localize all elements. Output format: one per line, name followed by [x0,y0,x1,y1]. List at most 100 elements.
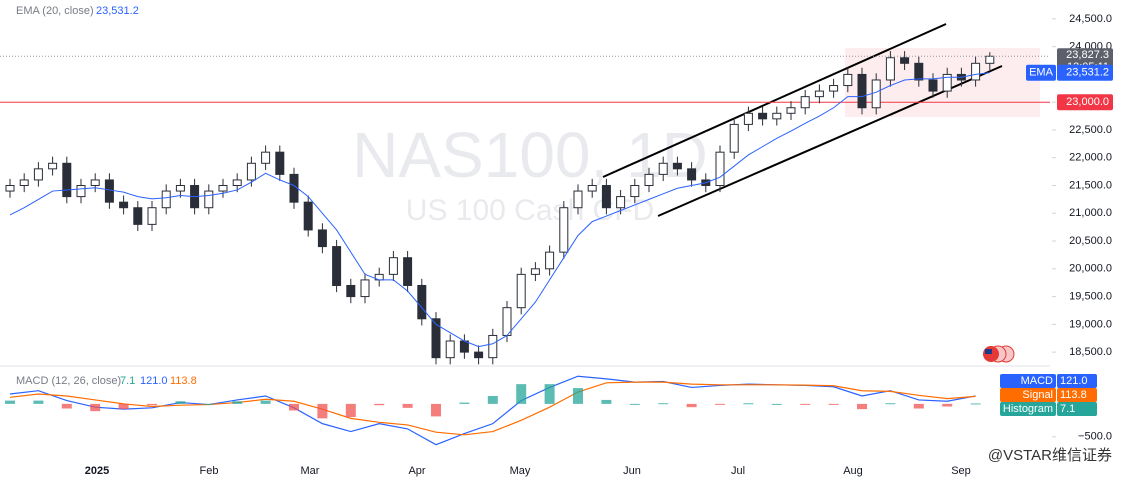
histogram-bar [118,403,129,410]
candle-body [502,307,512,336]
histogram-bar [629,403,640,405]
ema-tag-value: 23,531.2 [1066,67,1109,79]
ema-tag-name: EMA [1029,67,1054,79]
ema-tag-name-box [1026,64,1056,81]
macd-legend-macd: 121.0 [140,375,168,387]
candle-body [474,351,484,359]
series-tag-value: 121.0 [1060,375,1088,387]
candle-body [445,340,455,359]
x-tick-label: 2025 [85,465,109,477]
candle-body [559,207,569,253]
histogram-bar [885,403,896,405]
histogram-bar [715,403,725,405]
y-tick-label: 22,500.0 [1069,124,1112,136]
price-tag-label: 23,000.0 [1066,96,1109,108]
histogram-bar [573,388,583,404]
histogram-bar [147,403,157,406]
histogram-bar [61,403,72,409]
candle-body [772,112,782,120]
y-tick-label: 24,500.0 [1069,13,1112,25]
histogram-bar [601,399,612,404]
histogram-bar [317,403,328,419]
candle-body [573,190,583,209]
histogram-bar [828,403,839,405]
candle-body [33,168,43,181]
histogram-bar [374,403,385,406]
candle-body [232,179,242,186]
histogram-bar [970,403,981,405]
candle-body [530,268,540,275]
histogram-bar [913,403,924,409]
candle-body [814,90,824,98]
candle-body [672,162,682,170]
y-tick-label: −500.0 [1078,431,1112,443]
candle-body [161,190,171,209]
y-tick-label: 22,000.0 [1069,152,1112,164]
candle-body [317,229,327,248]
candle-body [303,201,313,231]
candle-body [175,184,185,192]
y-tick-label: 19,000.0 [1069,318,1112,330]
candle-body [658,162,668,175]
series-tag-name: Signal [1022,389,1053,401]
candle-body [942,73,952,92]
ema-legend: EMA (20, close) [16,5,94,17]
y-tick-label: 20,500.0 [1069,235,1112,247]
histogram-bar [90,403,101,412]
histogram-bar [658,403,669,405]
series-tag-name-box [1000,402,1056,416]
candle-body [275,151,285,175]
histogram-bar [686,403,697,408]
source-watermark: @VSTAR维信证券 [988,447,1112,464]
histogram-bar [459,402,470,404]
macd-legend: MACD (12, 26, close) [16,375,121,387]
histogram-bar [771,403,782,405]
last-price-label: 23,827.3 [1066,49,1109,61]
candle-body [48,162,58,170]
series-tag-name: Histogram [1003,403,1053,415]
candle-body [871,79,881,109]
candle-body [800,96,810,109]
candle-body [246,162,256,181]
candle-body [687,168,697,181]
candle-body [119,201,129,209]
candle-body [346,284,356,298]
candle-body [332,246,342,286]
x-tick-label: Apr [408,465,425,477]
candle-body [5,184,15,192]
candle-body [545,251,555,270]
candle-body [204,190,214,209]
candle-body [261,151,271,164]
series-tag-value: 113.8 [1060,389,1087,401]
macd-line [9,381,976,436]
candle-body [630,184,640,198]
candle-body [104,179,114,203]
candle-body [857,73,867,109]
series-tag-name: MACD [1021,375,1053,387]
candle-body [616,196,626,209]
candle-body [715,151,725,186]
candle-body [133,207,143,225]
x-tick-label: Mar [301,465,320,477]
histogram-bar [5,400,15,404]
y-tick-label: 21,000.0 [1069,207,1112,219]
histogram-bar [431,403,441,417]
macd-legend-signal: 113.8 [170,375,197,387]
candle-body [971,62,981,81]
flag-icon [983,345,1015,363]
histogram-bar [857,403,867,410]
candle-body [644,173,654,186]
candle-body [928,79,938,92]
histogram-bar [402,403,413,408]
candle-body [403,257,413,286]
candle-body [914,62,924,81]
watermark-description: US 100 Cash CFD [406,194,654,227]
macd-legend-hist: 7.1 [120,375,135,387]
y-tick-label: 19,500.0 [1069,290,1112,302]
histogram-bar [260,400,271,404]
x-tick-label: May [510,465,531,477]
histogram-bar [516,384,527,404]
candle-body [516,273,526,309]
candle-body [90,179,100,186]
histogram-bar [800,403,811,405]
